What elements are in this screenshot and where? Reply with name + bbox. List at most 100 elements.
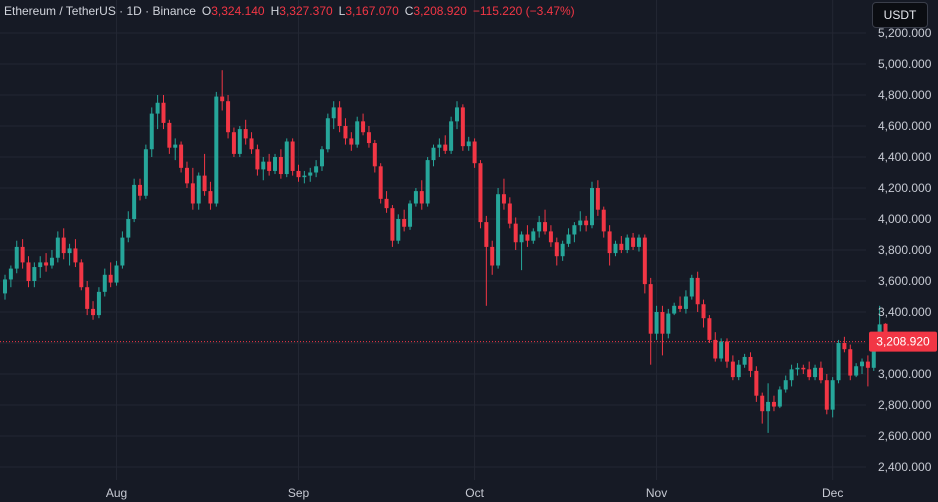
- candle[interactable]: [132, 178, 137, 223]
- candle[interactable]: [854, 363, 859, 378]
- candle[interactable]: [155, 95, 160, 130]
- candle[interactable]: [249, 132, 254, 154]
- candle[interactable]: [337, 101, 342, 133]
- time-axis[interactable]: Aug Sep Oct Nov Dec: [106, 486, 843, 500]
- candle[interactable]: [472, 138, 477, 168]
- candle[interactable]: [537, 215, 542, 238]
- candle[interactable]: [748, 352, 753, 378]
- candle[interactable]: [214, 91, 219, 207]
- candle[interactable]: [725, 338, 730, 368]
- candle[interactable]: [707, 315, 712, 343]
- candle[interactable]: [361, 113, 366, 136]
- candle[interactable]: [648, 277, 653, 365]
- candle[interactable]: [678, 296, 683, 313]
- candle[interactable]: [590, 181, 594, 229]
- candle[interactable]: [507, 197, 512, 229]
- currency-button[interactable]: USDT: [872, 2, 928, 28]
- candle[interactable]: [795, 363, 800, 376]
- candle[interactable]: [167, 119, 172, 154]
- candle[interactable]: [595, 180, 600, 216]
- candle[interactable]: [184, 161, 189, 188]
- candle[interactable]: [425, 157, 430, 207]
- candle[interactable]: [484, 215, 489, 306]
- candle[interactable]: [319, 146, 324, 171]
- candle[interactable]: [466, 136, 471, 151]
- candle[interactable]: [202, 153, 207, 196]
- candle[interactable]: [842, 336, 847, 353]
- candle[interactable]: [865, 355, 870, 387]
- candle[interactable]: [543, 209, 548, 235]
- candle[interactable]: [278, 149, 283, 179]
- candle[interactable]: [695, 271, 700, 312]
- candle[interactable]: [355, 116, 360, 148]
- candle[interactable]: [789, 364, 794, 387]
- candle[interactable]: [273, 153, 278, 175]
- candle[interactable]: [208, 181, 213, 210]
- candle[interactable]: [807, 361, 812, 381]
- candle[interactable]: [607, 225, 612, 266]
- candle[interactable]: [284, 138, 289, 178]
- candle[interactable]: [830, 377, 835, 418]
- candle[interactable]: [126, 211, 131, 243]
- candle[interactable]: [548, 225, 553, 247]
- candle[interactable]: [384, 191, 389, 213]
- candle[interactable]: [26, 256, 31, 288]
- candle[interactable]: [396, 214, 401, 244]
- candle[interactable]: [38, 256, 43, 278]
- candle[interactable]: [61, 228, 66, 260]
- candle[interactable]: [243, 119, 248, 145]
- candle[interactable]: [824, 374, 829, 415]
- candle[interactable]: [449, 116, 454, 154]
- symbol-title[interactable]: Ethereum / TetherUS · 1D · Binance: [4, 4, 196, 18]
- candle[interactable]: [554, 237, 559, 266]
- candle[interactable]: [267, 153, 272, 176]
- candle[interactable]: [390, 205, 395, 247]
- price-axis[interactable]: 2,400.000 2,600.000 2,800.000 3,000.000 3,20…: [878, 26, 932, 474]
- candle[interactable]: [636, 234, 641, 252]
- candle[interactable]: [613, 240, 618, 257]
- candle[interactable]: [490, 240, 495, 275]
- candle[interactable]: [672, 302, 677, 316]
- candle[interactable]: [454, 101, 459, 130]
- candle[interactable]: [754, 366, 759, 402]
- candle[interactable]: [85, 281, 90, 316]
- candle[interactable]: [701, 299, 706, 328]
- candle[interactable]: [237, 126, 242, 157]
- candle[interactable]: [73, 239, 78, 268]
- candle[interactable]: [848, 344, 853, 381]
- candle[interactable]: [666, 308, 671, 339]
- candle[interactable]: [314, 160, 319, 178]
- candle[interactable]: [190, 167, 195, 210]
- candle[interactable]: [584, 215, 589, 232]
- candle[interactable]: [431, 144, 436, 167]
- candle[interactable]: [760, 392, 765, 424]
- candle[interactable]: [32, 262, 37, 288]
- candle[interactable]: [231, 127, 236, 157]
- candle[interactable]: [366, 126, 371, 148]
- candle[interactable]: [114, 260, 119, 286]
- candle[interactable]: [108, 262, 113, 288]
- candle[interactable]: [478, 160, 483, 229]
- candle[interactable]: [730, 355, 735, 381]
- candle[interactable]: [20, 239, 25, 269]
- candle[interactable]: [67, 243, 72, 266]
- candle[interactable]: [196, 172, 201, 210]
- candle[interactable]: [302, 170, 307, 184]
- candle[interactable]: [496, 188, 501, 269]
- candle[interactable]: [372, 139, 377, 173]
- candle[interactable]: [513, 217, 518, 250]
- candle[interactable]: [642, 234, 647, 294]
- candle[interactable]: [736, 360, 741, 381]
- candle[interactable]: [631, 232, 636, 250]
- candle[interactable]: [226, 95, 231, 139]
- candle[interactable]: [408, 200, 413, 230]
- candle[interactable]: [44, 253, 49, 272]
- candle[interactable]: [771, 395, 776, 412]
- candle[interactable]: [378, 163, 383, 204]
- candle[interactable]: [719, 338, 724, 362]
- candle[interactable]: [120, 231, 125, 269]
- candle[interactable]: [836, 339, 841, 384]
- candle[interactable]: [102, 268, 107, 297]
- candle[interactable]: [179, 141, 184, 173]
